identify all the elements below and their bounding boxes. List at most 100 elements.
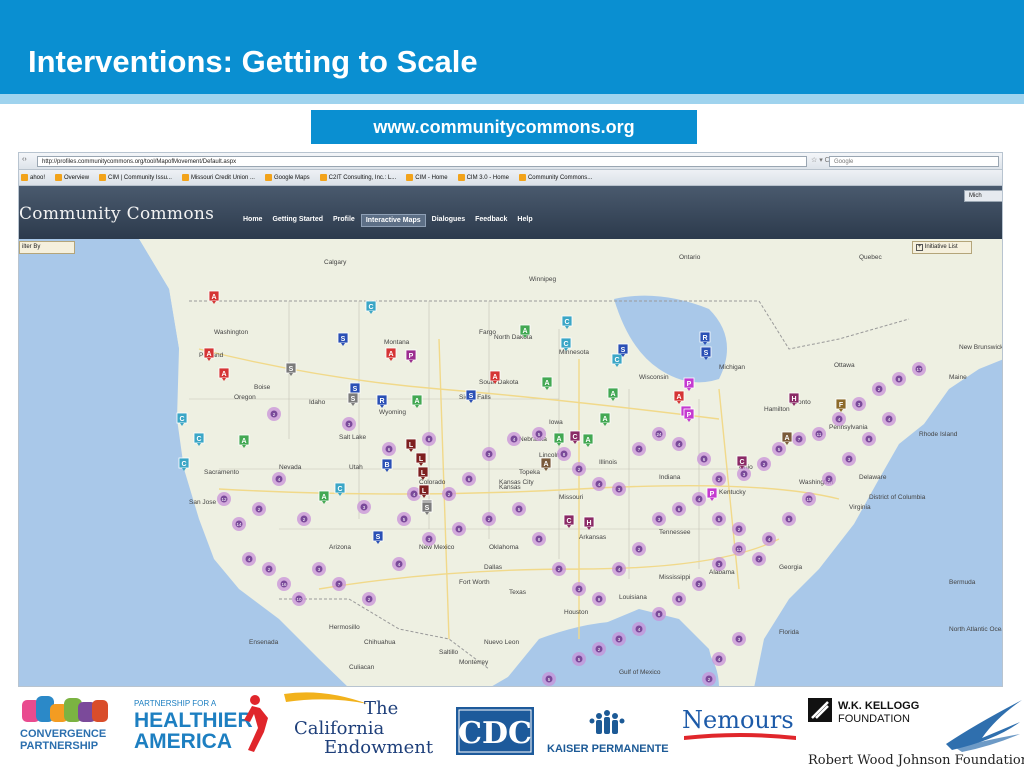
- map-cluster-dot[interactable]: [675, 440, 683, 448]
- map-cluster-dot[interactable]: [535, 430, 543, 438]
- map-cluster-dot[interactable]: [755, 555, 763, 563]
- map-cluster-dot[interactable]: [635, 545, 643, 553]
- map-marker-b[interactable]: B: [381, 458, 393, 472]
- bookmark-item[interactable]: Missouri Credit Union ...: [181, 174, 255, 181]
- map-cluster-dot[interactable]: [855, 400, 863, 408]
- map-cluster-dot[interactable]: [455, 525, 463, 533]
- map-cluster-dot[interactable]: [395, 560, 403, 568]
- map-marker-a[interactable]: A: [489, 370, 501, 384]
- bookmark-item[interactable]: Community Commons...: [518, 174, 592, 181]
- map-cluster-dot[interactable]: [445, 490, 453, 498]
- bookmark-item[interactable]: CIM - Home: [406, 174, 448, 181]
- map-cluster-dot[interactable]: [655, 515, 663, 523]
- map-marker-c[interactable]: C: [334, 482, 346, 496]
- map-cluster-dot[interactable]: [345, 420, 353, 428]
- bookmark-item[interactable]: Overview: [55, 174, 89, 181]
- map-cluster-dot[interactable]: [695, 580, 703, 588]
- map-marker-l[interactable]: L: [418, 484, 430, 498]
- map-cluster-dot[interactable]: [315, 565, 323, 573]
- map-marker-a[interactable]: A: [208, 290, 220, 304]
- map-cluster-dot[interactable]: [270, 410, 278, 418]
- map-marker-p[interactable]: P: [683, 408, 695, 422]
- refresh-icon[interactable]: ☆ ▾ C: [811, 157, 830, 164]
- map-cluster-dot[interactable]: [255, 505, 263, 513]
- map-cluster-dot[interactable]: [805, 495, 813, 503]
- map-cluster-dot[interactable]: [775, 445, 783, 453]
- map-cluster-dot[interactable]: [835, 415, 843, 423]
- map-cluster-dot[interactable]: [295, 595, 303, 603]
- map-marker-s[interactable]: S: [372, 530, 384, 544]
- map-marker-h[interactable]: H: [583, 516, 595, 530]
- search-input[interactable]: Google: [829, 156, 999, 167]
- map-marker-a[interactable]: A: [599, 412, 611, 426]
- map-marker-a[interactable]: A: [203, 347, 215, 361]
- map-cluster-dot[interactable]: [875, 385, 883, 393]
- map-marker-l[interactable]: L: [417, 466, 429, 480]
- nav-dialogues[interactable]: Dialogues: [431, 216, 466, 223]
- map-cluster-dot[interactable]: [715, 515, 723, 523]
- map-cluster-dot[interactable]: [825, 475, 833, 483]
- interactive-map[interactable]: Ontario Quebec Calgary Winnipeg Washington Mo…: [19, 239, 1003, 687]
- map-marker-a[interactable]: A: [238, 434, 250, 448]
- map-cluster-dot[interactable]: [575, 655, 583, 663]
- map-cluster-dot[interactable]: [635, 445, 643, 453]
- filter-button[interactable]: ilter By: [19, 241, 75, 254]
- map-marker-a[interactable]: A: [411, 394, 423, 408]
- map-marker-a[interactable]: A: [781, 431, 793, 445]
- map-marker-s[interactable]: S: [465, 389, 477, 403]
- map-cluster-dot[interactable]: [715, 560, 723, 568]
- map-cluster-dot[interactable]: [510, 435, 518, 443]
- url-banner[interactable]: www.communitycommons.org: [311, 110, 697, 144]
- map-cluster-dot[interactable]: [545, 675, 553, 683]
- map-cluster-dot[interactable]: [400, 515, 408, 523]
- bookmark-item[interactable]: C2IT Consulting, Inc.: L...: [319, 174, 396, 181]
- site-logo[interactable]: Community Commons: [19, 204, 215, 224]
- map-marker-s[interactable]: S: [347, 392, 359, 406]
- map-marker-p[interactable]: P: [683, 377, 695, 391]
- map-marker-a[interactable]: A: [582, 433, 594, 447]
- map-marker-l[interactable]: L: [405, 438, 417, 452]
- bookmark-item[interactable]: Google Maps: [264, 174, 310, 181]
- map-cluster-dot[interactable]: [360, 503, 368, 511]
- map-cluster-dot[interactable]: [385, 445, 393, 453]
- map-marker-c[interactable]: C: [561, 315, 573, 329]
- map-cluster-dot[interactable]: [760, 460, 768, 468]
- map-cluster-dot[interactable]: [425, 535, 433, 543]
- map-cluster-dot[interactable]: [715, 475, 723, 483]
- map-cluster-dot[interactable]: [575, 465, 583, 473]
- map-cluster-dot[interactable]: [595, 645, 603, 653]
- map-marker-a[interactable]: A: [540, 457, 552, 471]
- map-cluster-dot[interactable]: [735, 525, 743, 533]
- nav-home[interactable]: Home: [243, 216, 263, 223]
- map-marker-c[interactable]: C: [569, 430, 581, 444]
- map-cluster-dot[interactable]: [595, 595, 603, 603]
- map-cluster-dot[interactable]: [700, 455, 708, 463]
- map-marker-c[interactable]: C: [563, 514, 575, 528]
- map-cluster-dot[interactable]: [410, 490, 418, 498]
- map-cluster-dot[interactable]: [915, 365, 923, 373]
- map-marker-p[interactable]: P: [405, 349, 417, 363]
- map-cluster-dot[interactable]: [365, 595, 373, 603]
- map-cluster-dot[interactable]: [715, 655, 723, 663]
- map-cluster-dot[interactable]: [695, 495, 703, 503]
- map-cluster-dot[interactable]: [425, 435, 433, 443]
- map-cluster-dot[interactable]: [675, 595, 683, 603]
- user-button[interactable]: Mich: [964, 190, 1002, 202]
- map-marker-s[interactable]: S: [337, 332, 349, 346]
- map-cluster-dot[interactable]: [300, 515, 308, 523]
- map-marker-p[interactable]: P: [706, 487, 718, 501]
- map-marker-f[interactable]: F: [835, 398, 847, 412]
- map-cluster-dot[interactable]: [615, 565, 623, 573]
- map-cluster-dot[interactable]: [280, 580, 288, 588]
- map-marker-a[interactable]: A: [553, 432, 565, 446]
- back-arrow-icon[interactable]: ‹›: [22, 156, 27, 163]
- map-cluster-dot[interactable]: [485, 515, 493, 523]
- map-cluster-dot[interactable]: [595, 480, 603, 488]
- map-cluster-dot[interactable]: [895, 375, 903, 383]
- map-marker-l[interactable]: L: [415, 452, 427, 466]
- map-marker-a[interactable]: A: [318, 490, 330, 504]
- map-cluster-dot[interactable]: [515, 505, 523, 513]
- map-cluster-dot[interactable]: [560, 450, 568, 458]
- bookmark-item[interactable]: CIM 3.0 - Home: [457, 174, 509, 181]
- bookmark-item[interactable]: ahoo!: [21, 174, 45, 181]
